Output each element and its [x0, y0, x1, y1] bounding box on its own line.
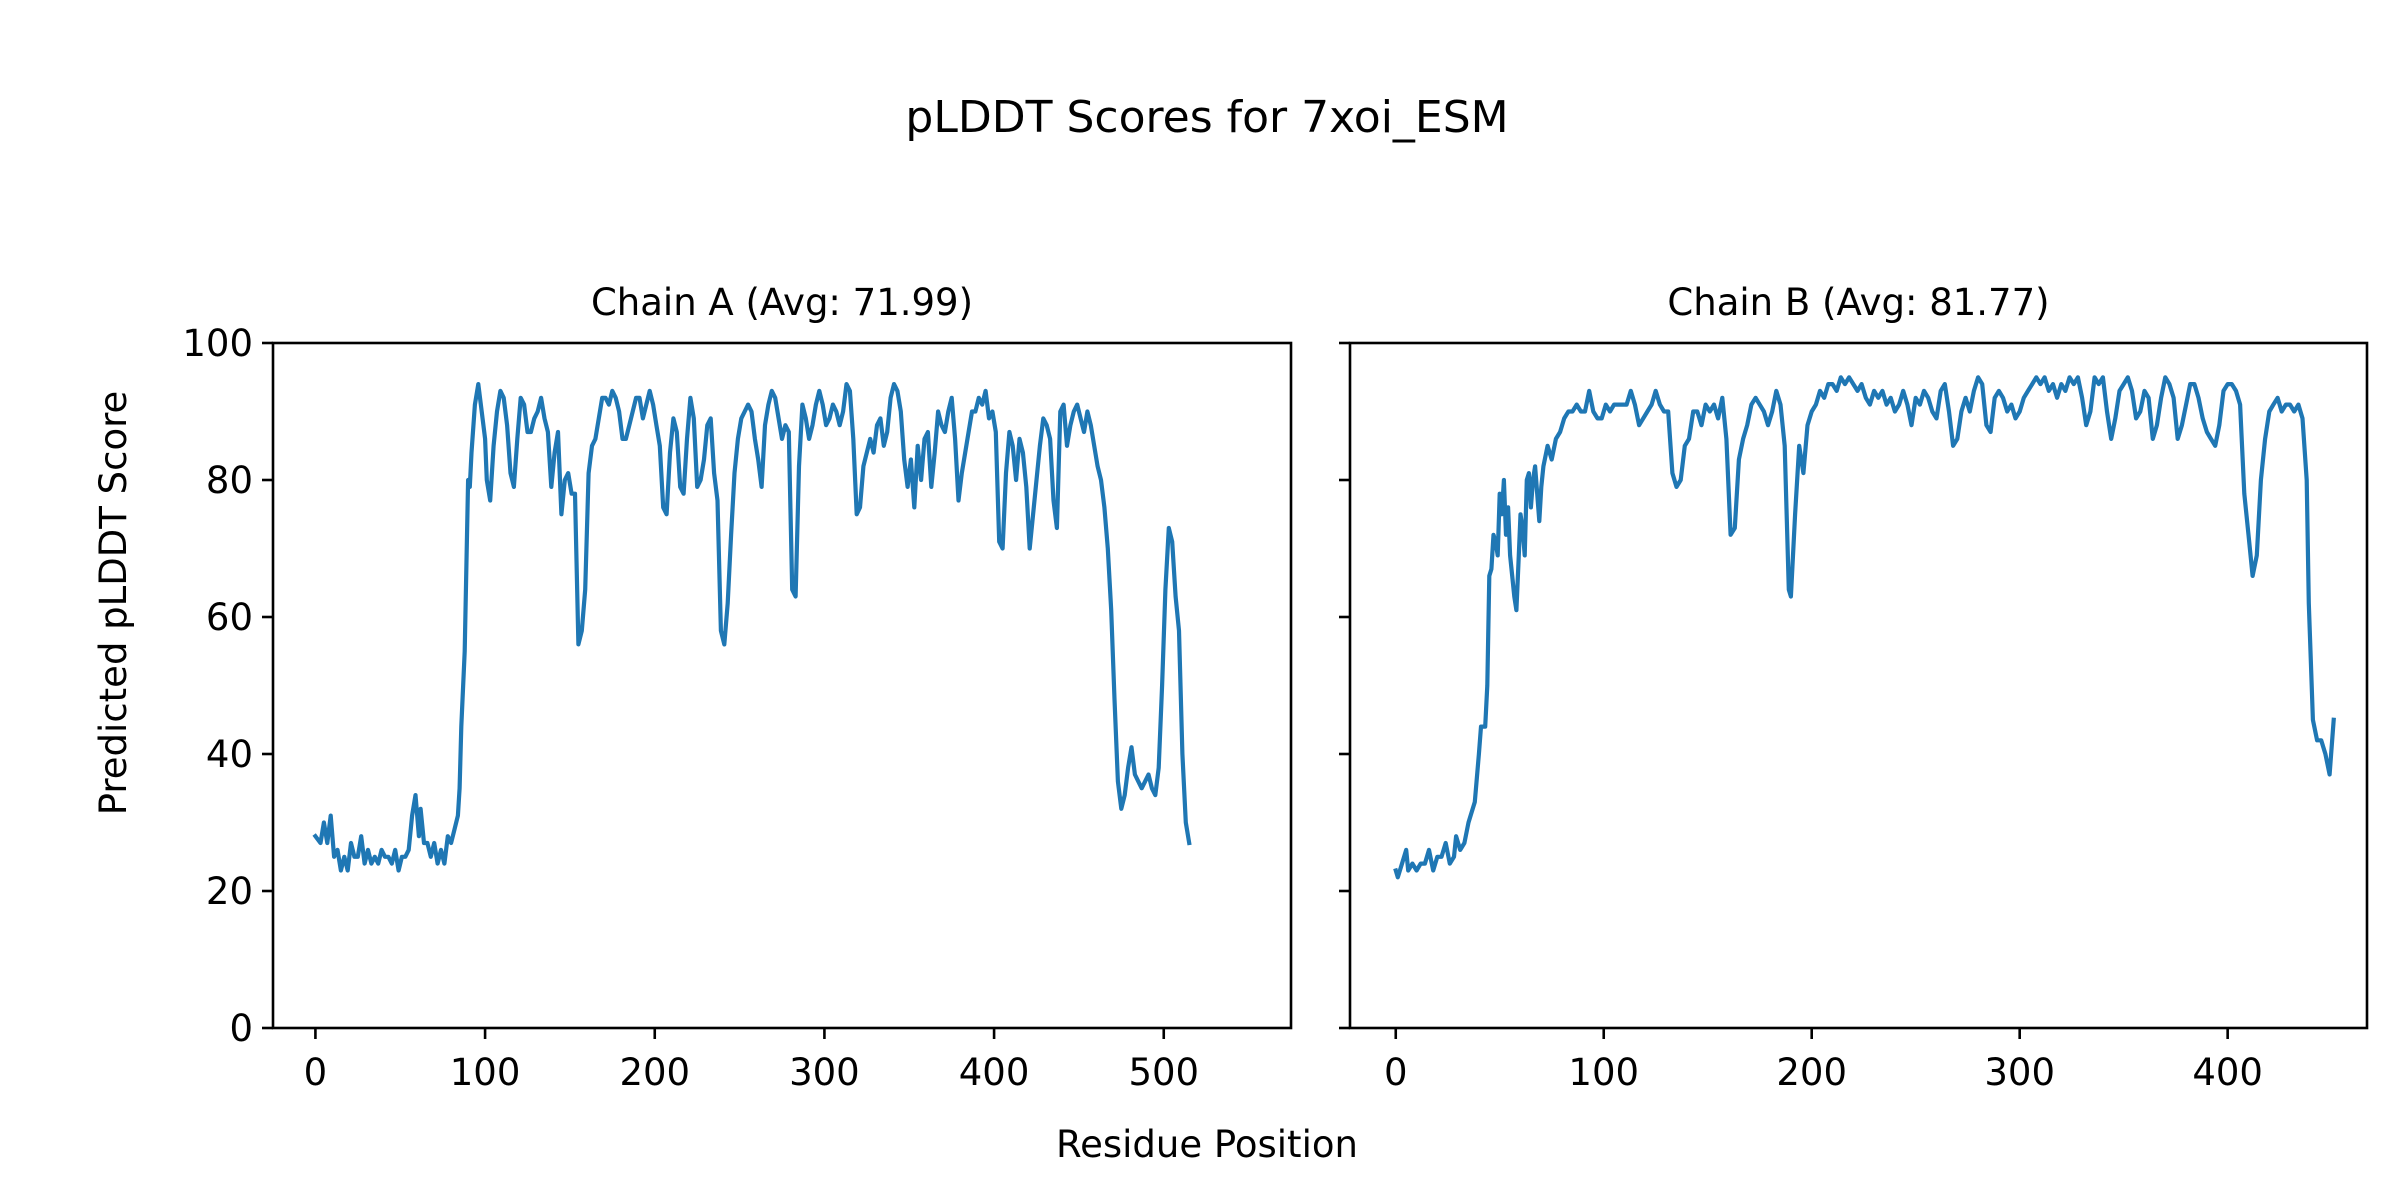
chain-a-x-tick-label-0: 0	[304, 1051, 328, 1094]
chain-b-x-tick-label-400: 400	[2192, 1051, 2263, 1094]
chain-a-x-tick-label-200: 200	[619, 1051, 690, 1094]
chain-a-y-tick-label-80: 80	[206, 459, 253, 502]
chain-b-x-tick-label-300: 300	[1984, 1051, 2055, 1094]
figure-title: pLDDT Scores for 7xoi_ESM	[905, 92, 1508, 143]
x-axis-label: Residue Position	[1056, 1123, 1358, 1166]
chain-a-panel: 0 100 200 300 400 500 0 20 40 60 80 100 Chain A (Avg…	[182, 281, 1293, 1094]
chain-a-plddt-line	[312, 382, 1192, 873]
chain-b-x-tick-label-100: 100	[1568, 1051, 1639, 1094]
chain-a-y-tick-label-20: 20	[206, 870, 253, 913]
chain-a-axes-frame	[271, 341, 1293, 1030]
chain-b-plddt-line	[1393, 375, 2336, 880]
chain-a-x-tick-label-300: 300	[789, 1051, 860, 1094]
chain-b-axes-frame	[1348, 341, 2369, 1030]
chain-a-y-tick-label-0: 0	[229, 1007, 253, 1050]
chain-a-y-tick-label-60: 60	[206, 596, 253, 639]
chain-a-x-tick-label-400: 400	[959, 1051, 1030, 1094]
chain-b-x-tick-label-200: 200	[1776, 1051, 1847, 1094]
chain-a-x-tick-label-100: 100	[450, 1051, 521, 1094]
chain-a-y-tick-label-40: 40	[206, 733, 253, 776]
chain-a-title: Chain A (Avg: 71.99)	[591, 281, 973, 324]
chain-b-title: Chain B (Avg: 81.77)	[1667, 281, 2049, 324]
chain-b-panel: 0 100 200 300 400 Chain B (Avg: 81.77)	[1339, 281, 2369, 1094]
chain-a-y-tick-label-100: 100	[182, 322, 253, 365]
y-axis-label: Predicted pLDDT Score	[92, 391, 135, 816]
chain-b-x-tick-label-0: 0	[1384, 1051, 1408, 1094]
chain-a-x-tick-label-500: 500	[1128, 1051, 1199, 1094]
